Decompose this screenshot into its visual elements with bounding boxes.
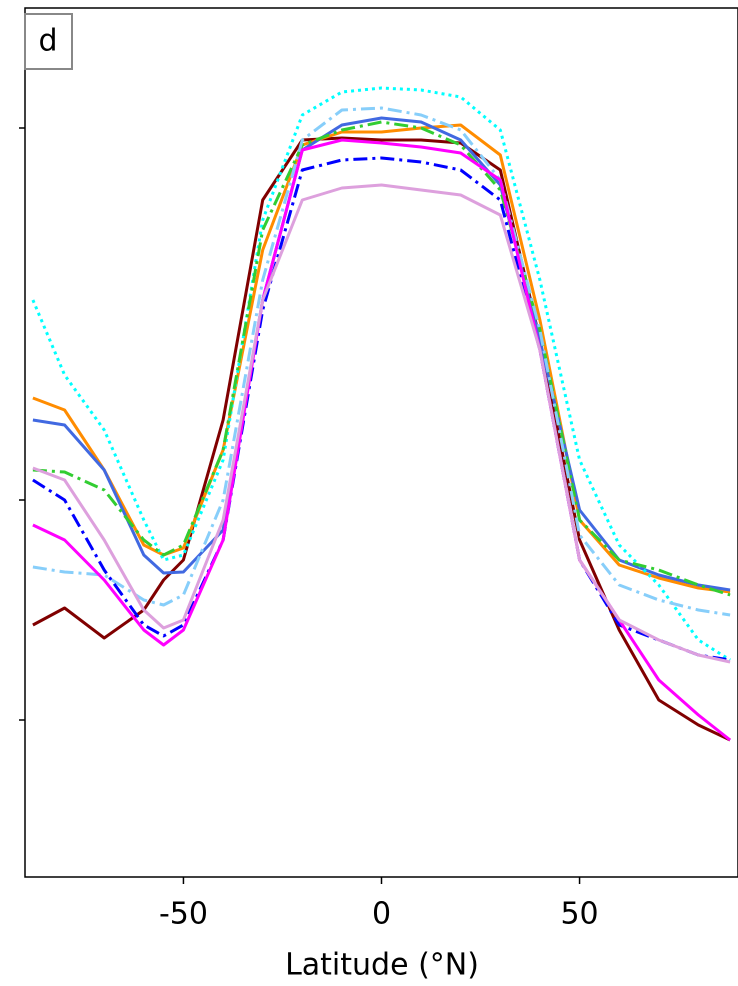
axes-frame [24,7,738,878]
data-line [31,86,731,662]
x-tick-label: 0 [372,897,391,932]
x-axis-label: Latitude (°N) [285,948,479,983]
panel-label-box [24,13,73,70]
data-line [32,156,731,662]
data-line [32,116,731,592]
data-line [32,120,731,597]
data-line [32,136,731,742]
data-line [32,183,731,664]
data-line [32,123,731,594]
x-tick-label: -50 [159,897,208,932]
data-line [32,138,732,742]
data-line [32,106,731,617]
x-tick-label: 50 [560,897,598,932]
panel-label: d [38,24,57,59]
